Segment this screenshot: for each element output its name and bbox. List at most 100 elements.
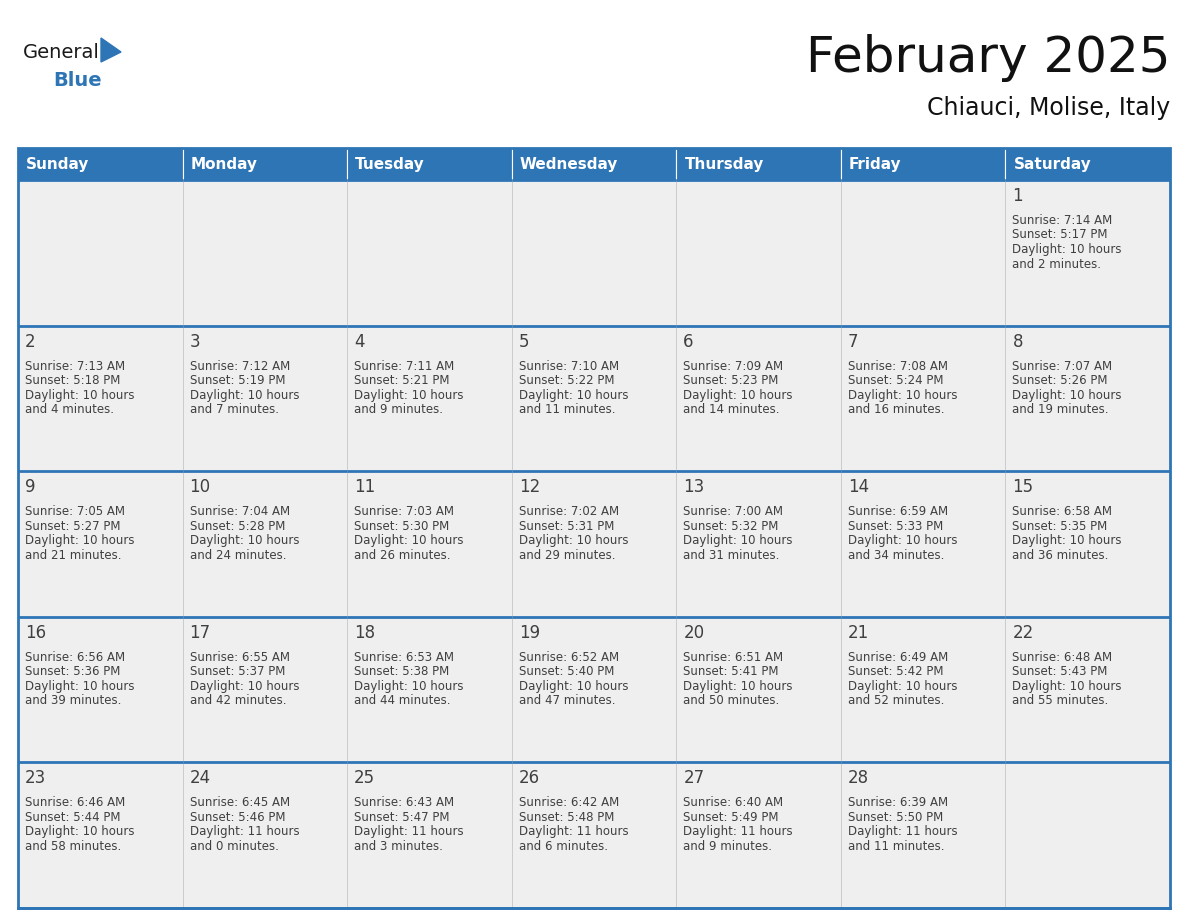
Bar (18, 471, 183, 617)
Text: 26: 26 (519, 769, 539, 788)
Text: and 42 minutes.: and 42 minutes. (190, 694, 286, 707)
Text: Sunset: 5:40 PM: Sunset: 5:40 PM (519, 666, 614, 678)
Text: and 31 minutes.: and 31 minutes. (683, 549, 779, 562)
Text: Daylight: 10 hours: Daylight: 10 hours (1012, 243, 1121, 256)
Text: Sunrise: 6:59 AM: Sunrise: 6:59 AM (848, 505, 948, 518)
Bar (1005, 617, 1170, 763)
Text: 24: 24 (190, 769, 210, 788)
Text: and 3 minutes.: and 3 minutes. (354, 840, 443, 853)
Text: 17: 17 (190, 624, 210, 642)
Text: Sunset: 5:42 PM: Sunset: 5:42 PM (848, 666, 943, 678)
Bar (347, 326, 512, 471)
Bar (183, 763, 347, 908)
Text: Daylight: 10 hours: Daylight: 10 hours (848, 534, 958, 547)
Text: 28: 28 (848, 769, 868, 788)
Text: Sunset: 5:23 PM: Sunset: 5:23 PM (683, 375, 778, 387)
Text: Daylight: 10 hours: Daylight: 10 hours (1012, 680, 1121, 693)
Bar (347, 617, 512, 763)
Text: Sunset: 5:38 PM: Sunset: 5:38 PM (354, 666, 449, 678)
Text: 20: 20 (683, 624, 704, 642)
Text: Daylight: 10 hours: Daylight: 10 hours (683, 534, 792, 547)
Text: Sunrise: 6:53 AM: Sunrise: 6:53 AM (354, 651, 454, 664)
Text: Sunset: 5:46 PM: Sunset: 5:46 PM (190, 811, 285, 823)
Text: 15: 15 (1012, 478, 1034, 497)
Text: Daylight: 11 hours: Daylight: 11 hours (354, 825, 463, 838)
Text: Daylight: 10 hours: Daylight: 10 hours (25, 388, 134, 401)
Text: 2: 2 (25, 332, 36, 351)
Text: Sunset: 5:50 PM: Sunset: 5:50 PM (848, 811, 943, 823)
Text: Wednesday: Wednesday (520, 156, 618, 172)
Bar (18, 180, 183, 326)
Bar (676, 471, 841, 617)
Bar (347, 148, 512, 180)
Text: Sunset: 5:30 PM: Sunset: 5:30 PM (354, 520, 449, 532)
Bar (1005, 326, 1170, 471)
Bar (183, 148, 347, 180)
Text: and 9 minutes.: and 9 minutes. (354, 403, 443, 416)
Bar (676, 617, 841, 763)
Text: Sunset: 5:43 PM: Sunset: 5:43 PM (1012, 666, 1107, 678)
Polygon shape (101, 38, 121, 62)
Text: Thursday: Thursday (684, 156, 764, 172)
Text: Sunrise: 7:05 AM: Sunrise: 7:05 AM (25, 505, 125, 518)
Text: and 16 minutes.: and 16 minutes. (848, 403, 944, 416)
Text: Daylight: 10 hours: Daylight: 10 hours (25, 680, 134, 693)
Text: and 19 minutes.: and 19 minutes. (1012, 403, 1108, 416)
Text: and 4 minutes.: and 4 minutes. (25, 403, 114, 416)
Text: Daylight: 10 hours: Daylight: 10 hours (683, 388, 792, 401)
Text: and 50 minutes.: and 50 minutes. (683, 694, 779, 707)
Text: 3: 3 (190, 332, 201, 351)
Text: and 29 minutes.: and 29 minutes. (519, 549, 615, 562)
Text: and 44 minutes.: and 44 minutes. (354, 694, 450, 707)
Bar (183, 326, 347, 471)
Text: Daylight: 10 hours: Daylight: 10 hours (190, 534, 299, 547)
Text: Sunday: Sunday (26, 156, 89, 172)
Text: Daylight: 10 hours: Daylight: 10 hours (519, 388, 628, 401)
Text: Sunrise: 6:39 AM: Sunrise: 6:39 AM (848, 797, 948, 810)
Text: Daylight: 11 hours: Daylight: 11 hours (519, 825, 628, 838)
Text: Sunset: 5:41 PM: Sunset: 5:41 PM (683, 666, 779, 678)
Bar (512, 763, 676, 908)
Bar (18, 148, 183, 180)
Text: Sunrise: 7:11 AM: Sunrise: 7:11 AM (354, 360, 454, 373)
Text: Sunrise: 7:10 AM: Sunrise: 7:10 AM (519, 360, 619, 373)
Text: General: General (23, 42, 100, 62)
Text: Sunrise: 6:52 AM: Sunrise: 6:52 AM (519, 651, 619, 664)
Text: 11: 11 (354, 478, 375, 497)
Text: 16: 16 (25, 624, 46, 642)
Text: Sunrise: 6:56 AM: Sunrise: 6:56 AM (25, 651, 125, 664)
Bar (18, 326, 183, 471)
Text: Daylight: 10 hours: Daylight: 10 hours (519, 680, 628, 693)
Text: Daylight: 10 hours: Daylight: 10 hours (190, 680, 299, 693)
Text: and 7 minutes.: and 7 minutes. (190, 403, 278, 416)
Text: 10: 10 (190, 478, 210, 497)
Text: 19: 19 (519, 624, 539, 642)
Bar (1005, 471, 1170, 617)
Text: 14: 14 (848, 478, 868, 497)
Text: Daylight: 10 hours: Daylight: 10 hours (354, 534, 463, 547)
Bar (18, 763, 183, 908)
Bar (347, 180, 512, 326)
Bar (676, 148, 841, 180)
Bar (18, 617, 183, 763)
Text: Sunrise: 6:55 AM: Sunrise: 6:55 AM (190, 651, 290, 664)
Text: Daylight: 10 hours: Daylight: 10 hours (25, 534, 134, 547)
Text: Sunrise: 6:58 AM: Sunrise: 6:58 AM (1012, 505, 1112, 518)
Text: Sunset: 5:37 PM: Sunset: 5:37 PM (190, 666, 285, 678)
Text: 27: 27 (683, 769, 704, 788)
Text: Daylight: 11 hours: Daylight: 11 hours (848, 825, 958, 838)
Text: Sunrise: 7:07 AM: Sunrise: 7:07 AM (1012, 360, 1112, 373)
Text: and 58 minutes.: and 58 minutes. (25, 840, 121, 853)
Text: Daylight: 10 hours: Daylight: 10 hours (1012, 388, 1121, 401)
Text: Sunrise: 7:08 AM: Sunrise: 7:08 AM (848, 360, 948, 373)
Bar (1005, 763, 1170, 908)
Text: Sunset: 5:36 PM: Sunset: 5:36 PM (25, 666, 120, 678)
Text: Sunrise: 6:42 AM: Sunrise: 6:42 AM (519, 797, 619, 810)
Text: Daylight: 10 hours: Daylight: 10 hours (848, 388, 958, 401)
Text: Sunset: 5:35 PM: Sunset: 5:35 PM (1012, 520, 1107, 532)
Text: and 9 minutes.: and 9 minutes. (683, 840, 772, 853)
Text: Sunset: 5:27 PM: Sunset: 5:27 PM (25, 520, 120, 532)
Text: Sunrise: 7:00 AM: Sunrise: 7:00 AM (683, 505, 783, 518)
Text: Daylight: 10 hours: Daylight: 10 hours (519, 534, 628, 547)
Bar (512, 326, 676, 471)
